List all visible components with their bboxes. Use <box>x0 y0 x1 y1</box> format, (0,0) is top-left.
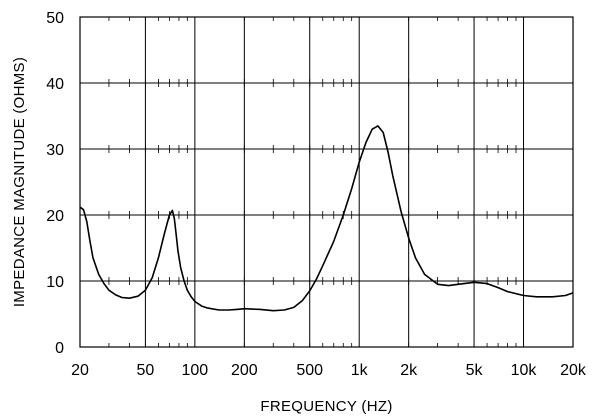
x-tick-label: 20 <box>71 362 89 379</box>
x-tick-label: 10k <box>511 362 538 379</box>
x-tick-label: 500 <box>296 362 323 379</box>
y-axis-title: IMPEDANCE MAGNITUDE (OHMS) <box>11 57 28 307</box>
x-tick-label: 2k <box>400 362 418 379</box>
x-tick-label: 1k <box>351 362 369 379</box>
x-tick-label: 100 <box>182 362 209 379</box>
minor-tick-marks <box>79 17 574 347</box>
x-tick-labels: 20 50 100 200 500 1k 2k 5k 10k 20k <box>71 362 587 379</box>
y-tick-label: 50 <box>46 10 64 27</box>
y-tick-label: 40 <box>46 76 64 93</box>
y-tick-labels: 0 10 20 30 40 50 <box>46 10 64 357</box>
plot-frame <box>79 16 574 348</box>
x-tick-label: 200 <box>231 362 258 379</box>
y-tick-label: 20 <box>46 208 64 225</box>
x-tick-label: 5k <box>466 362 484 379</box>
y-tick-label: 0 <box>55 340 64 357</box>
x-tick-label: 20k <box>560 362 587 379</box>
y-tick-label: 30 <box>46 142 64 159</box>
x-axis-title: FREQUENCY (HZ) <box>260 398 392 415</box>
y-tick-label: 10 <box>46 274 64 291</box>
x-tick-label: 50 <box>136 362 154 379</box>
impedance-curve <box>79 125 574 312</box>
grid-lines <box>80 17 573 347</box>
